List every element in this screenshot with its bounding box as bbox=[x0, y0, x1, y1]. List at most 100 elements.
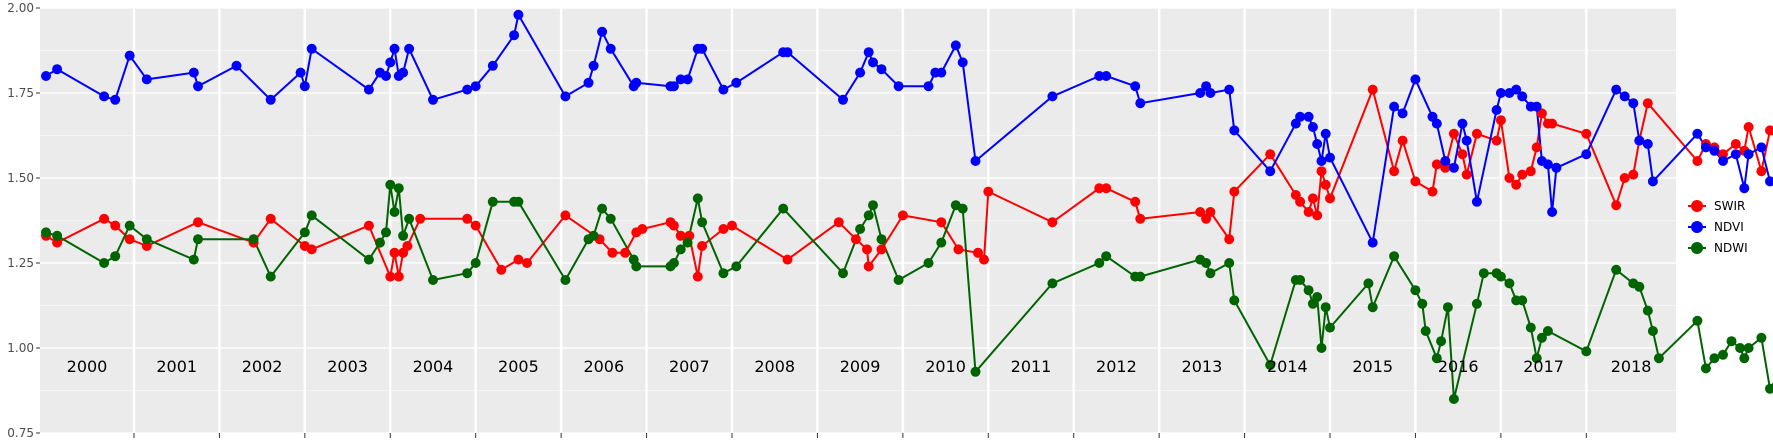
data-point-ndwi bbox=[597, 203, 608, 214]
data-point-ndwi bbox=[193, 234, 203, 245]
data-point-ndwi bbox=[668, 258, 679, 268]
data-point-ndwi bbox=[398, 230, 409, 241]
data-point-ndvi bbox=[588, 60, 599, 71]
data-point-ndwi bbox=[1389, 251, 1400, 262]
year-label: 2004 bbox=[413, 357, 454, 376]
data-point-ndwi bbox=[470, 258, 481, 268]
data-point-ndvi bbox=[855, 67, 866, 78]
data-point-ndvi bbox=[1410, 74, 1421, 85]
data-point-ndvi bbox=[487, 60, 498, 71]
data-point-ndwi bbox=[363, 254, 374, 265]
data-point-ndwi bbox=[1436, 336, 1447, 347]
data-point-ndwi bbox=[41, 227, 51, 238]
data-point-ndwi bbox=[1442, 302, 1453, 313]
data-point-ndvi bbox=[597, 26, 608, 37]
data-point-ndvi bbox=[1389, 101, 1400, 112]
data-point-ndwi bbox=[923, 258, 934, 268]
data-point-ndvi bbox=[1628, 98, 1639, 109]
data-point-ndwi bbox=[110, 251, 121, 262]
data-point-ndwi bbox=[1718, 349, 1728, 360]
data-point-ndvi bbox=[1765, 176, 1773, 187]
data-point-ndwi bbox=[393, 183, 404, 194]
data-point-swir bbox=[1511, 179, 1522, 190]
data-point-ndwi bbox=[1504, 278, 1515, 289]
data-point-ndvi bbox=[1471, 196, 1482, 207]
data-point-ndwi bbox=[1692, 315, 1703, 326]
data-point-swir bbox=[415, 213, 426, 224]
data-point-ndvi bbox=[52, 64, 63, 75]
data-point-ndwi bbox=[52, 230, 63, 241]
legend-label-ndwi: NDWI bbox=[1714, 241, 1748, 255]
data-point-ndvi bbox=[1307, 122, 1318, 132]
data-point-ndwi bbox=[462, 268, 473, 279]
data-point-ndvi bbox=[1047, 91, 1058, 102]
data-point-swir bbox=[1611, 200, 1622, 211]
year-label: 2015 bbox=[1352, 357, 1393, 376]
data-point-swir bbox=[1531, 142, 1542, 153]
data-point-ndvi bbox=[295, 67, 306, 78]
legend-label-swir: SWIR bbox=[1714, 199, 1745, 213]
data-point-ndwi bbox=[778, 203, 789, 214]
data-point-ndvi bbox=[923, 81, 934, 92]
legend-key-point bbox=[1691, 200, 1703, 212]
data-point-ndvi bbox=[1448, 162, 1459, 173]
data-point-ndwi bbox=[124, 220, 135, 231]
data-point-ndvi bbox=[509, 30, 520, 41]
data-point-swir bbox=[99, 213, 110, 224]
grid-layer bbox=[40, 7, 1676, 434]
data-point-ndwi bbox=[1581, 346, 1592, 357]
data-point-ndwi bbox=[868, 200, 878, 211]
data-point-swir bbox=[718, 224, 729, 234]
data-point-ndwi bbox=[188, 254, 199, 265]
data-point-ndwi bbox=[1410, 285, 1421, 296]
data-point-swir bbox=[1410, 176, 1421, 187]
data-point-swir bbox=[697, 241, 708, 251]
data-point-ndwi bbox=[1536, 332, 1547, 343]
data-point-ndvi bbox=[1709, 145, 1720, 156]
data-point-ndvi bbox=[299, 81, 310, 92]
data-point-ndvi bbox=[1195, 88, 1206, 98]
data-point-ndvi bbox=[668, 81, 679, 92]
data-point-swir bbox=[1397, 135, 1408, 146]
data-point-swir bbox=[124, 234, 135, 245]
data-point-swir bbox=[110, 220, 121, 231]
data-point-swir bbox=[1047, 217, 1058, 228]
data-point-swir bbox=[1517, 169, 1528, 180]
data-point-ndwi bbox=[1205, 268, 1216, 279]
data-point-swir bbox=[1536, 108, 1547, 119]
data-point-ndwi bbox=[1634, 281, 1645, 292]
data-point-ndvi bbox=[675, 74, 686, 85]
data-point-swir bbox=[979, 254, 989, 265]
data-point-swir bbox=[1367, 84, 1378, 95]
data-point-swir bbox=[620, 247, 631, 258]
data-point-ndwi bbox=[876, 234, 887, 245]
data-point-ndwi bbox=[1325, 322, 1335, 333]
data-point-ndwi bbox=[855, 224, 866, 234]
year-label: 2003 bbox=[327, 357, 368, 376]
series-points-layer bbox=[41, 9, 1773, 404]
year-label: 2014 bbox=[1267, 357, 1308, 376]
y-tick-label: 2.00 bbox=[7, 1, 34, 15]
data-point-swir bbox=[1195, 207, 1206, 217]
data-point-ndwi bbox=[1224, 258, 1235, 268]
data-point-ndwi bbox=[682, 237, 693, 248]
data-point-ndwi bbox=[1478, 268, 1489, 279]
data-point-ndwi bbox=[1542, 326, 1553, 336]
data-point-ndvi bbox=[1229, 125, 1240, 136]
data-point-ndvi bbox=[265, 94, 276, 105]
data-point-ndwi bbox=[248, 234, 259, 245]
data-point-ndwi bbox=[1642, 305, 1653, 316]
data-point-swir bbox=[1431, 159, 1442, 170]
data-point-swir bbox=[863, 261, 874, 272]
data-point-ndwi bbox=[1312, 292, 1323, 302]
data-point-swir bbox=[1307, 193, 1318, 204]
data-point-ndvi bbox=[99, 91, 110, 102]
data-point-ndvi bbox=[1440, 156, 1451, 166]
year-label: 2000 bbox=[67, 357, 108, 376]
data-point-swir bbox=[675, 230, 686, 241]
data-point-swir bbox=[1471, 128, 1482, 139]
data-point-ndvi bbox=[1094, 71, 1105, 81]
data-point-ndwi bbox=[1201, 258, 1212, 268]
data-point-ndwi bbox=[588, 230, 599, 241]
